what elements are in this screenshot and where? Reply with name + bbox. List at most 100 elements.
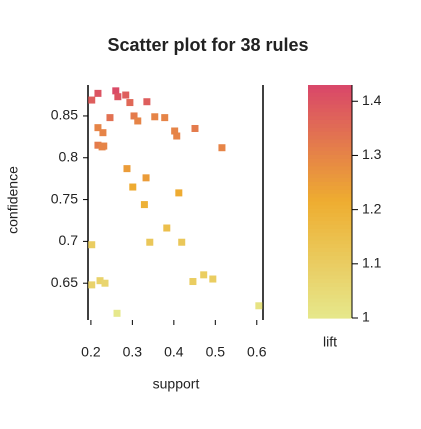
colorbar-segment bbox=[308, 220, 352, 226]
colorbar-segment bbox=[308, 302, 352, 307]
colorbar-segment bbox=[308, 224, 352, 230]
point bbox=[126, 99, 134, 107]
y-tick-label: 0.85 bbox=[51, 107, 78, 123]
point bbox=[134, 117, 142, 125]
point bbox=[96, 277, 104, 285]
colorbar-segment bbox=[308, 283, 352, 288]
colorbar-segment bbox=[308, 279, 352, 284]
point bbox=[100, 142, 108, 150]
point bbox=[218, 144, 226, 152]
colorbar-segment bbox=[308, 162, 352, 168]
colorbar-tick-label: 1.2 bbox=[362, 200, 382, 216]
colorbar-segment bbox=[308, 170, 352, 175]
colorbar-segment bbox=[308, 251, 352, 257]
point bbox=[189, 278, 197, 286]
point bbox=[209, 275, 217, 283]
colorbar-segment bbox=[308, 88, 352, 94]
point bbox=[143, 98, 151, 106]
y-axis-label: confidence bbox=[5, 166, 21, 234]
point bbox=[191, 124, 199, 132]
colorbar-segment bbox=[308, 275, 352, 280]
point bbox=[175, 189, 183, 197]
point bbox=[161, 114, 169, 122]
colorbar-segment bbox=[308, 116, 352, 121]
colorbar-segment bbox=[308, 151, 352, 156]
colorbar-segment bbox=[308, 112, 352, 117]
colorbar-segment bbox=[308, 158, 352, 164]
point bbox=[130, 112, 138, 120]
colorbar-tick-label: 1.1 bbox=[362, 255, 382, 271]
colorbar-segment bbox=[308, 290, 352, 296]
colorbar-segment bbox=[308, 314, 352, 319]
y-tick-label: 0.75 bbox=[51, 190, 78, 206]
colorbar-segment bbox=[308, 205, 352, 210]
colorbar-segment bbox=[308, 92, 352, 98]
colorbar-segment bbox=[308, 139, 352, 144]
colorbar-segment bbox=[308, 240, 352, 245]
point bbox=[142, 174, 150, 182]
colorbar-segment bbox=[308, 119, 352, 125]
colorbar-tick-label: 1 bbox=[362, 309, 370, 325]
colorbar-segment bbox=[308, 248, 352, 253]
point bbox=[101, 279, 109, 287]
colorbar-segment bbox=[308, 178, 352, 183]
x-tick-label: 0.2 bbox=[81, 344, 101, 360]
point bbox=[146, 238, 154, 246]
colorbar-segment bbox=[308, 147, 352, 152]
point bbox=[113, 309, 121, 317]
colorbar-segment bbox=[308, 135, 352, 140]
x-tick-label: 0.3 bbox=[123, 344, 143, 360]
colorbar-segment bbox=[308, 263, 352, 269]
colorbar-segment bbox=[308, 197, 352, 203]
point bbox=[94, 124, 102, 132]
y-tick-label: 0.7 bbox=[59, 232, 79, 248]
point bbox=[88, 241, 96, 249]
point bbox=[106, 114, 114, 122]
colorbar-segment bbox=[308, 174, 352, 179]
point bbox=[94, 89, 102, 97]
colorbar-segment bbox=[308, 271, 352, 276]
colorbar-segment bbox=[308, 154, 352, 160]
point bbox=[123, 165, 131, 173]
colorbar-segment bbox=[308, 259, 352, 265]
point bbox=[255, 302, 263, 310]
point bbox=[163, 224, 171, 232]
colorbar-segment bbox=[308, 104, 352, 109]
colorbar-segment bbox=[308, 310, 352, 315]
colorbar-segment bbox=[308, 96, 352, 102]
point bbox=[114, 93, 122, 101]
point bbox=[112, 87, 120, 95]
chart-title: Scatter plot for 38 rules bbox=[107, 35, 308, 55]
colorbar-segment bbox=[308, 267, 352, 272]
colorbar-segment bbox=[308, 217, 352, 222]
colorbar-segment bbox=[308, 286, 352, 292]
point bbox=[94, 141, 102, 149]
colorbar-segment bbox=[308, 85, 352, 90]
point bbox=[173, 132, 181, 140]
point bbox=[178, 238, 186, 246]
colorbar-segment bbox=[308, 306, 352, 311]
point bbox=[140, 201, 148, 209]
colorbar-segment bbox=[308, 166, 352, 172]
point bbox=[129, 183, 137, 191]
x-tick-label: 0.4 bbox=[164, 344, 184, 360]
point bbox=[151, 113, 159, 121]
x-axis-label: support bbox=[153, 376, 200, 392]
colorbar-segment bbox=[308, 209, 352, 214]
x-tick-label: 0.5 bbox=[206, 344, 226, 360]
colorbar-segment bbox=[308, 185, 352, 191]
point bbox=[200, 271, 208, 279]
colorbar-segment bbox=[308, 143, 352, 148]
colorbar-segment bbox=[308, 193, 352, 199]
colorbar-segment bbox=[308, 298, 352, 304]
colorbar-segment bbox=[308, 294, 352, 300]
x-tick-label: 0.6 bbox=[247, 344, 267, 360]
colorbar-segment bbox=[308, 232, 352, 238]
point bbox=[88, 281, 96, 289]
point bbox=[99, 129, 107, 137]
colorbar-segment bbox=[308, 213, 352, 218]
colorbar-segment bbox=[308, 131, 352, 137]
colorbar-segment bbox=[308, 127, 352, 133]
colorbar-segment bbox=[308, 236, 352, 241]
